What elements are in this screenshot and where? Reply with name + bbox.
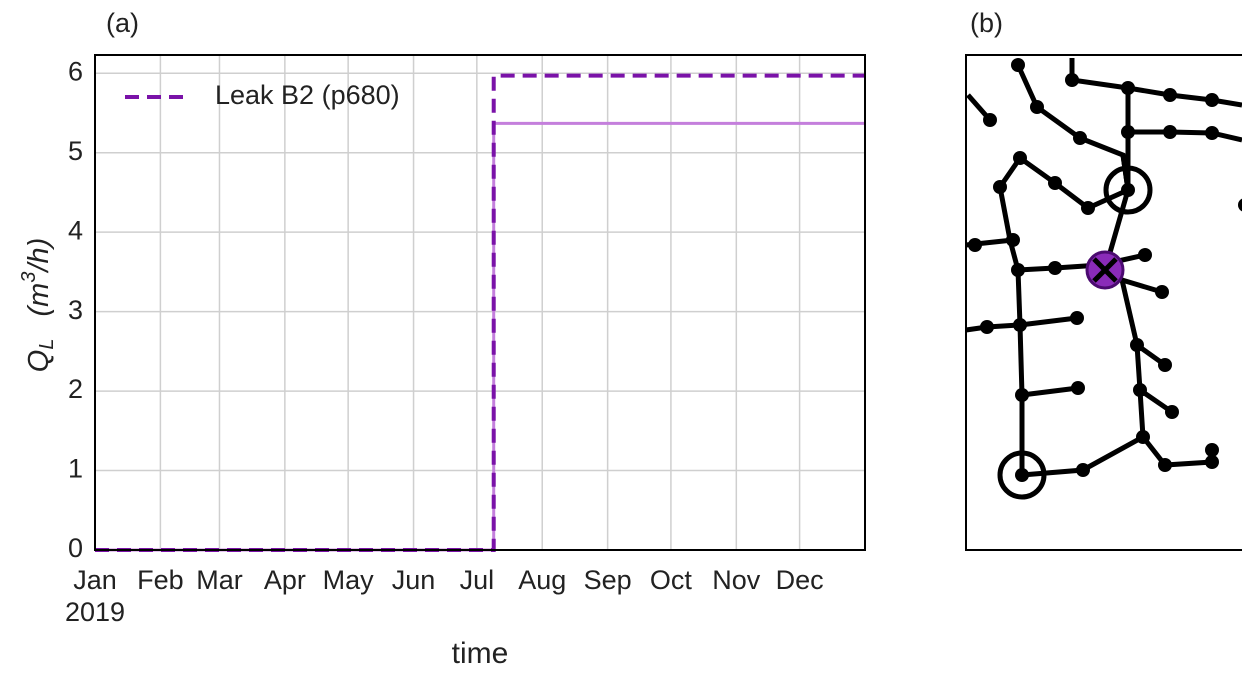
pipe (1141, 435, 1215, 468)
y-tick-label: 3 (68, 295, 83, 325)
x-tick-label: Mar (196, 565, 243, 595)
pipe (1017, 252, 1146, 273)
pipe (997, 154, 1130, 475)
pipe (965, 315, 1078, 333)
line-series (95, 73, 865, 552)
pipe (1021, 385, 1079, 398)
reservoir-marker (997, 450, 1047, 500)
x-tick-label: May (323, 565, 375, 595)
y-tick-label: 5 (68, 136, 83, 166)
line-series (95, 121, 865, 552)
plot-frame (94, 54, 866, 551)
y-tick-label: 2 (68, 374, 83, 404)
diagram-frame (965, 54, 1242, 551)
x-tick-label: Jan 2019 (65, 565, 125, 627)
y-label-subscript: L (36, 339, 58, 350)
network-diagram (965, 54, 1242, 551)
leak-marker (1085, 250, 1125, 290)
y-label-symbol: Q (23, 350, 55, 373)
y-label-unit: (m (23, 283, 55, 317)
x-tick-label: Jul (460, 565, 495, 595)
y-tick-label: 1 (68, 454, 83, 484)
x-tick-label: Feb (137, 565, 184, 595)
x-tick-label: Nov (712, 565, 761, 595)
y-axis-label: QL (m3/h) (18, 238, 58, 372)
x-tick-label: Aug (518, 565, 566, 595)
y-label-unit: /h) (23, 238, 55, 274)
x-axis-label: time (452, 637, 509, 670)
x-tick-label: Oct (650, 565, 693, 595)
plot-area: 0 1 2 3 4 5 6 Jan 2019 Feb Mar Apr May Jun Jul Aug Sep Oc… (65, 54, 866, 627)
x-tick-label: Apr (264, 565, 306, 595)
x-tick-label: Sep (584, 565, 632, 595)
y-tick-label: 6 (68, 56, 83, 86)
reservoir-marker (1103, 165, 1153, 215)
x-tick-label: Jun (392, 565, 436, 595)
x-tick-label: Dec (776, 565, 824, 595)
panel-label: (a) (106, 8, 139, 38)
y-label-power: 3 (18, 272, 40, 283)
legend-label: Leak B2 (p680) (215, 80, 400, 110)
junctions (968, 58, 1242, 482)
y-tick-label: 4 (68, 215, 83, 245)
y-tick-label: 0 (68, 533, 83, 563)
panel-label: (b) (970, 8, 1003, 38)
